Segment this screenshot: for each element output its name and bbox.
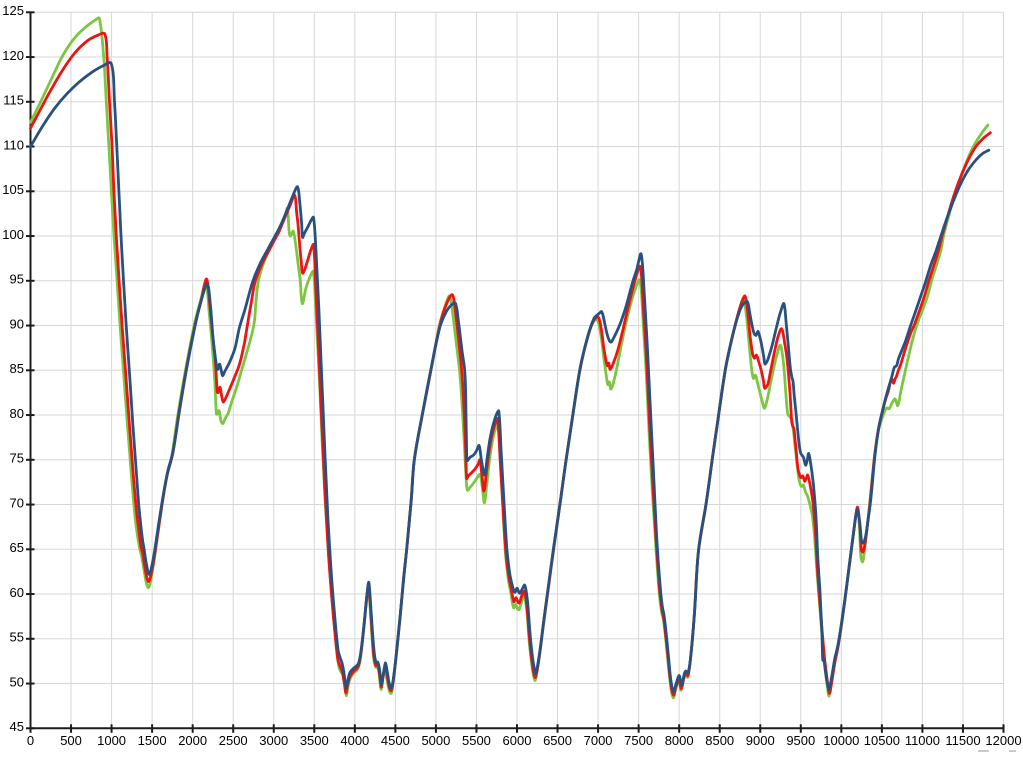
svg-text:10000: 10000 [823, 733, 859, 748]
svg-text:3500: 3500 [300, 733, 329, 748]
svg-text:9000: 9000 [746, 733, 775, 748]
svg-text:6500: 6500 [543, 733, 572, 748]
svg-text:65: 65 [10, 540, 24, 555]
svg-text:4500: 4500 [381, 733, 410, 748]
svg-text:3000: 3000 [259, 733, 288, 748]
svg-text:5500: 5500 [462, 733, 491, 748]
svg-text:100: 100 [2, 227, 24, 242]
svg-text:5000: 5000 [421, 733, 450, 748]
svg-text:110: 110 [3, 137, 24, 152]
svg-text:9500: 9500 [786, 733, 815, 748]
svg-text:125: 125 [2, 3, 24, 18]
svg-text:80: 80 [10, 406, 24, 421]
svg-text:500: 500 [60, 733, 82, 748]
svg-text:6000: 6000 [503, 733, 532, 748]
svg-text:1000: 1000 [97, 733, 126, 748]
svg-text:8000: 8000 [665, 733, 694, 748]
svg-text:2000: 2000 [178, 733, 207, 748]
svg-text:70: 70 [10, 495, 24, 510]
svg-text:11000: 11000 [905, 733, 940, 748]
svg-text:105: 105 [2, 182, 24, 197]
svg-text:10500: 10500 [864, 733, 900, 748]
svg-text:95: 95 [10, 272, 24, 287]
svg-text:1500: 1500 [138, 733, 167, 748]
svg-text:60: 60 [10, 585, 24, 600]
svg-text:0: 0 [27, 733, 34, 748]
svg-text:2500: 2500 [219, 733, 248, 748]
svg-text:7500: 7500 [624, 733, 653, 748]
svg-text:85: 85 [10, 361, 24, 376]
svg-text:55: 55 [10, 630, 24, 645]
svg-text:90: 90 [10, 316, 24, 331]
svg-text:115: 115 [3, 93, 24, 108]
svg-text:45: 45 [10, 719, 24, 734]
svg-text:120: 120 [2, 48, 24, 63]
svg-text:50: 50 [10, 674, 24, 689]
svg-text:75: 75 [10, 451, 24, 466]
svg-text:12000: 12000 [985, 733, 1021, 748]
svg-text:8500: 8500 [705, 733, 734, 748]
svg-text:7000: 7000 [584, 733, 613, 748]
svg-text:11500: 11500 [945, 733, 980, 748]
svg-text:4000: 4000 [340, 733, 369, 748]
